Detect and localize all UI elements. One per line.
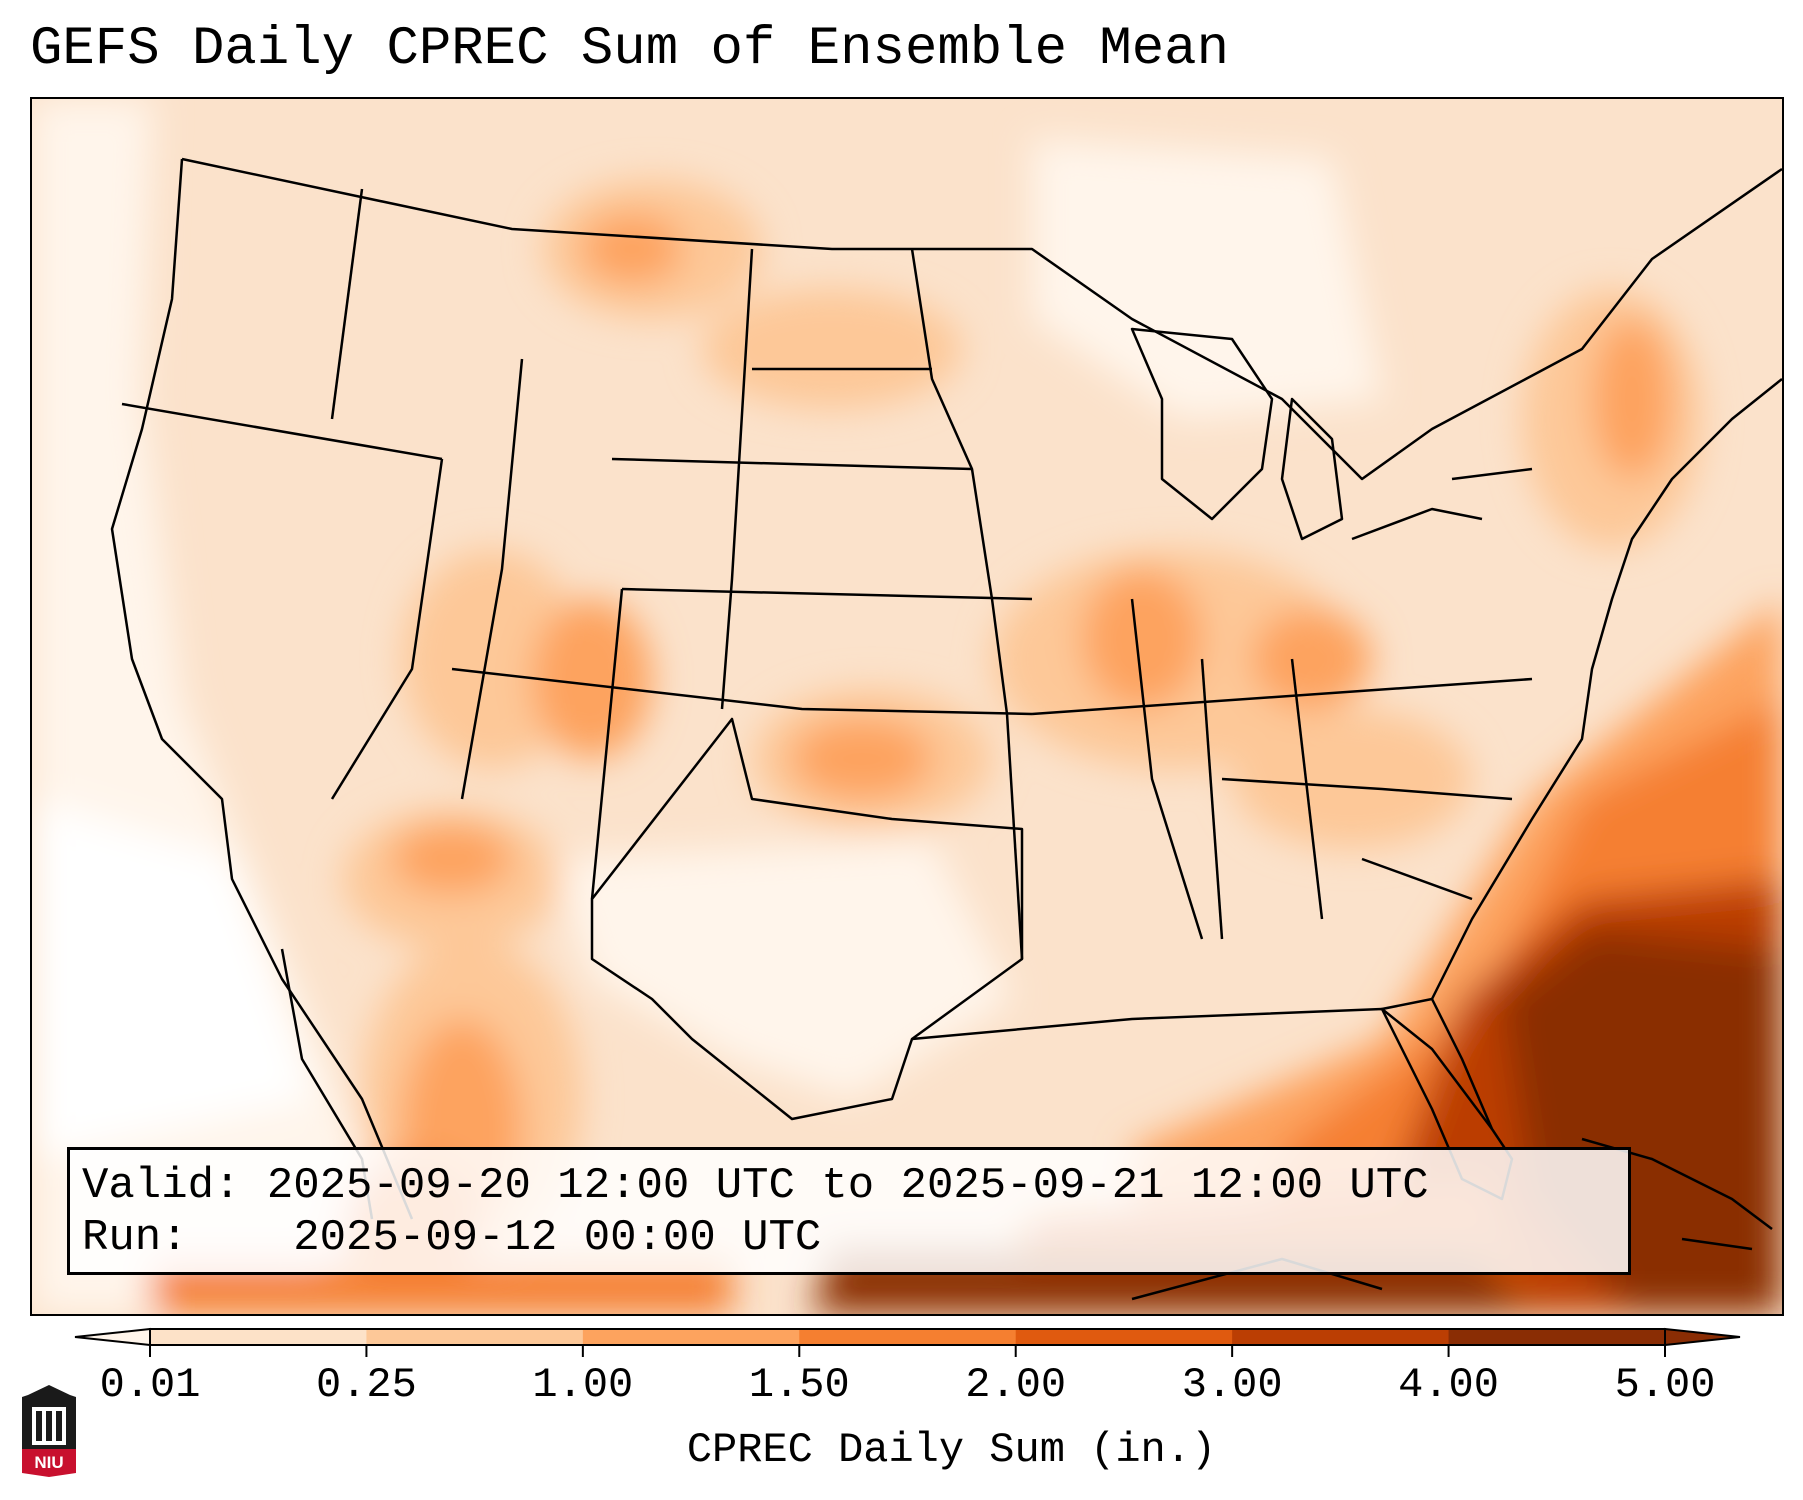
colorbar-tick-label: 1.00: [532, 1361, 634, 1409]
colorbar-low-extend-arrow: [74, 1327, 151, 1347]
colorbar-ticks: [149, 1345, 1666, 1357]
colorbar-tick-label: 0.01: [99, 1361, 201, 1409]
colorbar-tick-label: 4.00: [1398, 1361, 1499, 1409]
precipitation-map: [30, 97, 1784, 1316]
valid-time-range: 2025-09-20 12:00 UTC to 2025-09-21 12:00…: [266, 1161, 1429, 1211]
colorbar-tick-label: 5.00: [1614, 1361, 1716, 1409]
colorbar-segment: [582, 1329, 800, 1345]
colorbar-frame: [149, 1328, 1666, 1346]
colorbar-segment: [150, 1329, 367, 1345]
colorbar-segments: [150, 1329, 1666, 1345]
colorbar-segment: [1015, 1329, 1233, 1345]
map-title: GEFS Daily CPREC Sum of Ensemble Mean: [30, 19, 1229, 80]
niu-logo-text: NIU: [34, 1453, 64, 1472]
run-label: Run:: [82, 1213, 188, 1263]
colorbar-high-extend-arrow: [1664, 1327, 1741, 1347]
run-time: 2025-09-12 00:00 UTC: [293, 1213, 822, 1263]
map-canvas: [32, 99, 1782, 1314]
colorbar-segment: [799, 1329, 1017, 1345]
colorbar-segment: [366, 1329, 584, 1345]
colorbar-segment: [1448, 1329, 1666, 1345]
colorbar-tick-label: 1.50: [748, 1361, 850, 1409]
colorbar-tick-label: 2.00: [965, 1361, 1067, 1409]
colorbar-tick-label: 0.25: [316, 1361, 417, 1409]
colorbar-label: CPREC Daily Sum (in.): [686, 1426, 1217, 1474]
colorbar: [74, 1327, 1741, 1357]
valid-run-info-box: Valid: 2025-09-20 12:00 UTC to 2025-09-2…: [67, 1147, 1631, 1275]
colorbar-tick-label: 3.00: [1181, 1361, 1283, 1409]
state-boundaries: [110, 157, 1782, 1301]
niu-logo: [22, 1385, 76, 1477]
colorbar-segment: [1232, 1329, 1450, 1345]
valid-label: Valid:: [82, 1161, 241, 1211]
